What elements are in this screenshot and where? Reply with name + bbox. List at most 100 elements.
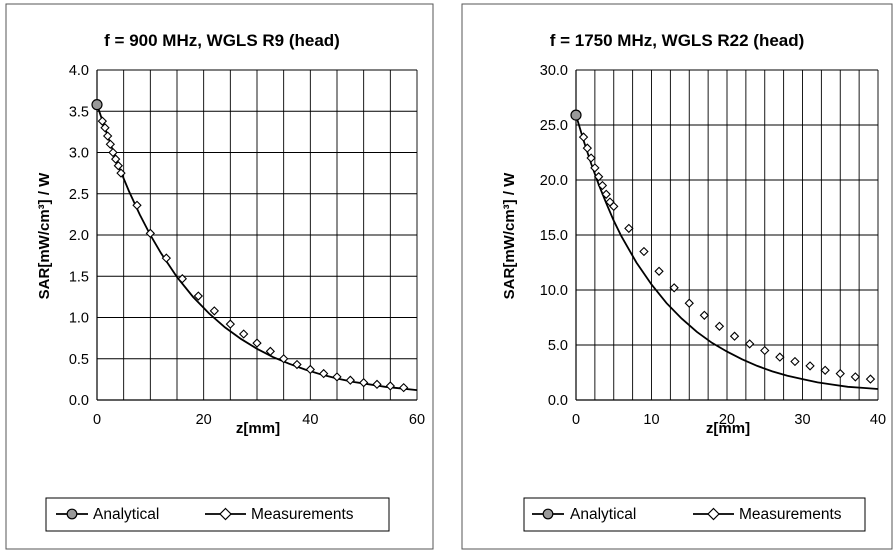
x-tick-label: 10	[643, 412, 659, 428]
x-tick-label: 40	[870, 412, 886, 428]
y-tick-label: 30.0	[540, 63, 568, 79]
measurement-point	[601, 189, 611, 199]
y-tick-label: 0.5	[69, 352, 89, 368]
x-tick-label: 20	[196, 412, 212, 428]
chart-title-right: f = 1750 MHz, WGLS R22 (head)	[550, 31, 805, 50]
legend-label-measurements-left: Measurements	[251, 506, 354, 523]
measurement-point	[100, 123, 110, 133]
legend-label-measurements-right: Measurements	[739, 506, 842, 523]
measurement-point	[278, 354, 289, 364]
measurement-point	[110, 154, 121, 164]
plot-area-left: 0.0 0.5 1.0 1.5 2.0 2.5 3.0 3.5 4.0 0 20 40 60	[69, 63, 425, 428]
y-tick-label: 10.0	[540, 283, 568, 299]
legend-marker-measurements-left	[219, 507, 232, 521]
y-tick-label: 0.0	[69, 393, 89, 409]
x-tick-label: 60	[409, 412, 425, 428]
x-axis-label-right: z[mm]	[706, 420, 750, 437]
measurement-point	[145, 228, 156, 239]
measurement-point	[265, 346, 276, 357]
measurement-point	[193, 291, 204, 301]
measurement-point	[209, 306, 220, 316]
measurement-point	[624, 223, 634, 234]
measurement-point	[729, 331, 740, 341]
y-axis-label-right: SAR[mW/cm³] / W	[501, 172, 518, 300]
y-tick-label: 2.5	[69, 187, 89, 203]
chart-panel-right: f = 1750 MHz, WGLS R22 (head) 0.0 5.0 10.0…	[461, 3, 893, 550]
measurement-point	[820, 365, 830, 375]
analytical-curve	[575, 114, 879, 390]
chart-panel-left: f = 900 MHz, WGLS R9 (head) 0.0 0.5 1.0 1.5…	[5, 3, 434, 550]
legend-marker-measurements-right	[707, 507, 720, 521]
measurement-point	[345, 375, 356, 385]
measurement-point	[225, 319, 236, 329]
analytical-point	[91, 99, 103, 111]
measurement-point	[684, 298, 694, 308]
measurement-point	[669, 283, 679, 293]
measurement-point	[654, 266, 664, 276]
measurement-point	[639, 246, 649, 257]
legend-label-analytical-left: Analytical	[93, 506, 159, 523]
measurement-point	[714, 321, 725, 331]
measurement-point	[597, 180, 608, 191]
measurement-point	[132, 200, 142, 210]
analytical-point	[570, 109, 582, 121]
y-tick-label: 15.0	[540, 228, 568, 244]
y-tick-label: 1.5	[69, 269, 89, 285]
y-tick-label: 20.0	[540, 173, 568, 189]
legend-marker-analytical-right	[542, 508, 554, 520]
y-tick-label: 3.5	[69, 104, 89, 120]
measurement-point	[305, 364, 316, 375]
x-tick-label: 0	[572, 412, 580, 428]
chart-frame-left	[5, 3, 434, 550]
legend-right: Analytical Measurements	[523, 497, 866, 532]
measurement-point	[590, 163, 600, 173]
x-tick-label: 30	[794, 412, 810, 428]
measurement-point	[609, 201, 619, 212]
measurement-point	[744, 339, 755, 349]
measurement-point	[332, 372, 342, 382]
measurement-point	[102, 131, 113, 141]
measurement-point	[97, 116, 108, 126]
y-tick-label: 4.0	[69, 63, 89, 79]
measurement-point	[593, 172, 604, 182]
x-axis-label-left: z[mm]	[236, 420, 280, 437]
y-axis-label-left: SAR[mW/cm³] / W	[36, 172, 53, 300]
legend-marker-analytical-left	[66, 508, 78, 520]
x-tick-label: 20	[719, 412, 735, 428]
y-tick-label: 1.0	[69, 311, 89, 327]
measurement-point	[586, 153, 596, 163]
measurement-point	[105, 139, 116, 149]
measurement-point	[108, 147, 118, 158]
measurement-point	[850, 372, 861, 382]
measurement-point	[292, 359, 302, 370]
chart-title-left: f = 900 MHz, WGLS R9 (head)	[104, 31, 340, 50]
measurement-point	[865, 374, 876, 384]
y-tick-label: 2.0	[69, 228, 89, 244]
chart-frame-right	[461, 3, 893, 550]
legend-left: Analytical Measurements	[45, 497, 390, 532]
measurement-point	[775, 352, 785, 362]
y-tick-label: 25.0	[540, 118, 568, 134]
y-tick-label: 3.0	[69, 146, 89, 162]
measurement-point	[177, 274, 188, 284]
measurement-point	[699, 310, 710, 320]
legend-label-analytical-right: Analytical	[570, 506, 636, 523]
measurement-point	[385, 381, 396, 391]
measurement-point	[238, 329, 249, 339]
y-tick-label: 0.0	[548, 393, 568, 409]
x-tick-label: 0	[93, 412, 101, 428]
x-tick-label: 40	[302, 412, 318, 428]
measurement-point	[161, 253, 172, 263]
measurement-point	[578, 132, 589, 142]
measurement-point	[582, 143, 593, 153]
measurement-point	[252, 338, 262, 348]
plot-area-right: 0.0 5.0 10.0 15.0 20.0 25.0 30.0 0 10 20 30 40	[540, 63, 886, 428]
measurement-point	[358, 377, 369, 388]
measurement-point	[116, 168, 126, 178]
measurement-point	[318, 368, 329, 379]
measurement-point	[835, 368, 845, 379]
measurement-point	[372, 379, 382, 390]
measurement-point	[398, 382, 409, 393]
y-tick-label: 5.0	[548, 338, 568, 354]
